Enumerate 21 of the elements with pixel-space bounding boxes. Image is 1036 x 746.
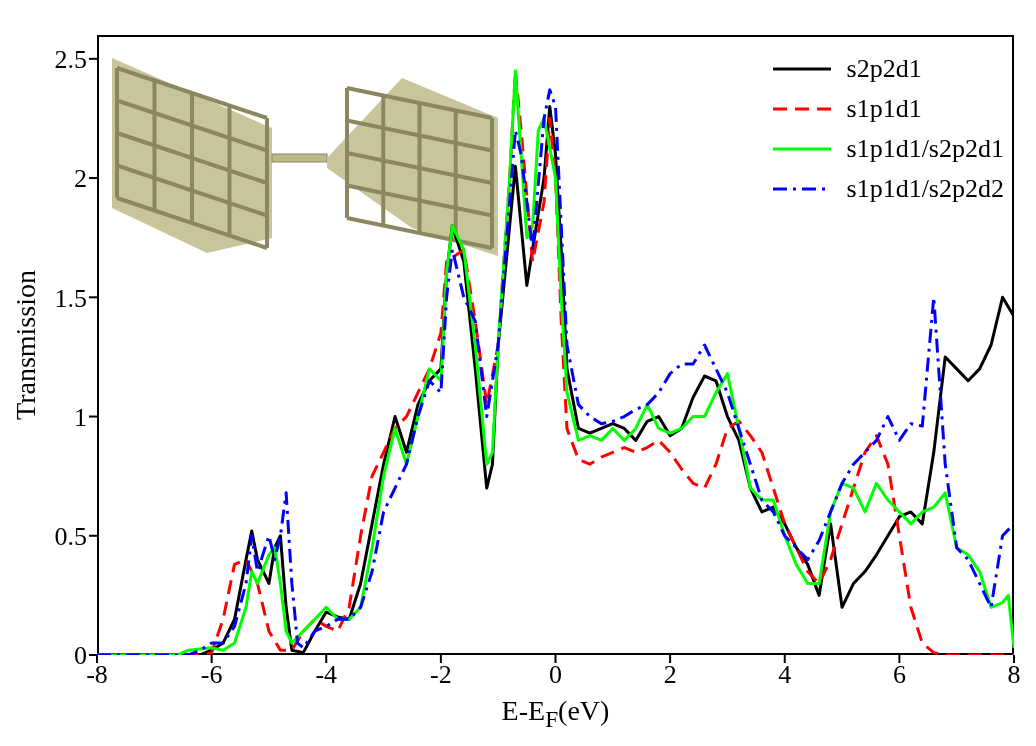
y-tick-label: 0 — [74, 641, 87, 671]
x-tick-label: -2 — [430, 660, 452, 690]
x-tick-label: -8 — [86, 660, 108, 690]
x-tick-label: -4 — [315, 660, 338, 690]
legend-label: s1p1d1/s2p2d1 — [846, 133, 1004, 165]
legend-label: s1p1d1 — [846, 93, 922, 125]
y-tick-label: 1.5 — [54, 283, 87, 313]
legend-label: s2p2d1 — [846, 53, 922, 85]
y-tick-label: 2.5 — [54, 45, 87, 75]
x-tick-label: 6 — [892, 660, 906, 690]
y-axis-title: Transmission — [10, 270, 42, 420]
y-tick-label: 0.5 — [54, 522, 87, 551]
x-tick-label: 8 — [1007, 660, 1021, 690]
x-tick-label: 0 — [549, 660, 562, 690]
x-tick-label: -6 — [200, 660, 223, 690]
legend-label: s1p1d1/s2p2d2 — [846, 173, 1004, 205]
x-axis-title: E-E$_{F}$(eV) — [500, 695, 611, 733]
x-tick-label: 2 — [663, 660, 677, 690]
x-tick-label: 4 — [778, 660, 792, 690]
y-tick-label: 1 — [74, 402, 87, 432]
y-tick-label: 2 — [74, 164, 87, 194]
